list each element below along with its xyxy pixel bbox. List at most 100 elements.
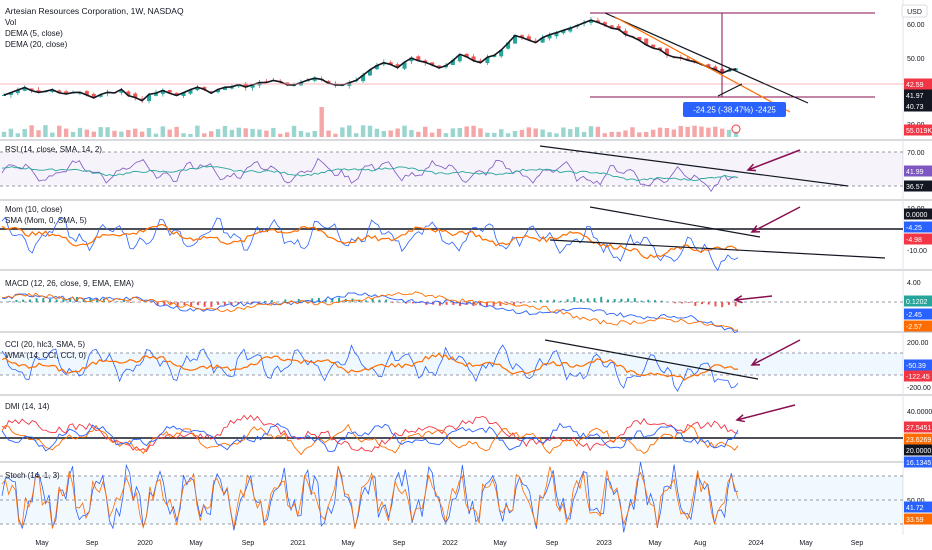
macd-histogram-bar	[62, 299, 65, 302]
macd-histogram-bar	[203, 302, 206, 307]
volume-bar	[464, 126, 469, 137]
descending-trendline-black[interactable]	[604, 12, 809, 104]
candle-body	[181, 92, 186, 97]
price-pane[interactable]: Artesian Resources Corporation, 1W, NASD…	[0, 6, 905, 137]
time-tick: Sep	[86, 540, 99, 547]
pane-tick: 70.00	[907, 150, 925, 157]
macd-histogram-bar	[539, 299, 542, 302]
candle-body	[50, 90, 55, 93]
candle-body	[471, 56, 476, 60]
pane-tag: 20.0000	[906, 448, 931, 455]
volume-bar	[77, 127, 83, 137]
pane-tag: 0.1202	[906, 299, 928, 306]
volume-bar	[630, 127, 635, 137]
volume-bar	[678, 125, 683, 137]
volume-bar	[243, 128, 248, 137]
candle-body	[160, 90, 165, 94]
macd-histogram-bar	[89, 298, 92, 302]
candle-body	[368, 70, 372, 76]
price-axis[interactable]: USD 60.0050.0030.0042.5941.9740.7355.019…	[901, 4, 932, 525]
volume-bar	[195, 125, 200, 137]
candle-body	[174, 92, 179, 95]
indicator-panes[interactable]: RSI (14, close, SMA, 14, 2) Mom (10, clos…	[0, 145, 903, 533]
candle-body	[499, 50, 504, 57]
arrow-head	[746, 163, 757, 172]
candle-body	[153, 92, 158, 96]
mom-sma-line	[1, 223, 739, 260]
volume-bar	[485, 132, 490, 137]
time-tick: Aug	[694, 540, 707, 547]
price-tag: 41.97	[906, 93, 924, 100]
macd-histogram-bar	[606, 299, 609, 302]
volume-bar	[119, 131, 124, 137]
volume-bar	[105, 127, 110, 137]
macd-histogram-bar	[324, 299, 327, 302]
macd-histogram-bar	[55, 299, 58, 302]
macd-histogram-bar	[553, 299, 556, 302]
pane-tag-bg	[904, 165, 932, 177]
mom-lower-trendline	[549, 239, 886, 259]
macd-histogram-bar	[176, 302, 179, 306]
arrow-shaft	[751, 339, 801, 366]
volume-bar	[257, 129, 262, 137]
arrow-shaft	[736, 404, 796, 421]
macd-histogram-bar	[42, 298, 45, 302]
volume-bar	[547, 132, 552, 137]
candle-body	[554, 32, 559, 37]
macd-histogram-bar	[35, 298, 38, 302]
candle-body	[140, 98, 145, 100]
macd-histogram-bar	[170, 302, 173, 305]
arrow-head	[735, 414, 745, 423]
volume-bar	[112, 130, 117, 137]
macd-histogram-bar	[364, 300, 367, 302]
macd-histogram-bar	[519, 302, 522, 304]
dmi-legend: DMI (14, 14)	[5, 402, 50, 411]
volume-bar	[540, 129, 545, 137]
time-axis[interactable]: May Sep 2020 May Sep 2021 May Sep 2022 May Sep 2023…	[35, 540, 863, 547]
pane-tag-bg	[904, 208, 932, 220]
macd-histogram-bar	[69, 298, 72, 302]
candle-body	[416, 56, 421, 60]
macd-histogram-bar	[317, 297, 320, 302]
macd-histogram-bar	[721, 302, 724, 308]
macd-histogram-bar	[734, 302, 737, 307]
volume-bar	[264, 130, 269, 137]
candle-body	[623, 30, 628, 35]
volume-bar	[167, 129, 172, 137]
macd-histogram-bar	[297, 298, 300, 302]
candle-body	[658, 47, 663, 50]
pane-tag-bg	[904, 370, 932, 382]
volume-bar	[222, 125, 228, 137]
candle-body	[644, 38, 649, 45]
rsi-trendline	[539, 145, 849, 187]
arrow-head	[733, 295, 743, 304]
descending-trendline-orange[interactable]	[614, 16, 791, 113]
candle-body	[229, 87, 234, 89]
candle-body	[685, 58, 690, 60]
macd-histogram-bar	[331, 298, 334, 302]
price-tag: 40.73	[906, 104, 924, 111]
candle-body	[126, 91, 131, 95]
volume-bar	[50, 132, 55, 137]
macd-line	[1, 292, 739, 334]
pane-tag: 41.99	[906, 169, 924, 176]
volume-bar	[699, 126, 704, 137]
alert-icon[interactable]	[731, 124, 741, 134]
candle-body	[513, 35, 518, 44]
rising-trendline-black[interactable]	[717, 83, 743, 97]
pane-tag-bg	[904, 433, 932, 445]
volume-bar	[63, 128, 69, 137]
price-tick: 60.00	[907, 22, 925, 29]
time-tick: Sep	[546, 540, 559, 547]
macd-histogram-bar	[412, 302, 415, 304]
volume-bar	[595, 126, 601, 137]
cci-trendline	[544, 339, 759, 380]
macd-histogram-bar	[660, 300, 663, 302]
currency-box[interactable]	[901, 4, 928, 18]
volume-bar	[271, 127, 276, 137]
pane-tag-bg	[904, 295, 932, 307]
volume-tag-bg	[904, 124, 932, 136]
pane-tag: 23.6269	[906, 437, 931, 444]
candle-body	[36, 90, 41, 93]
